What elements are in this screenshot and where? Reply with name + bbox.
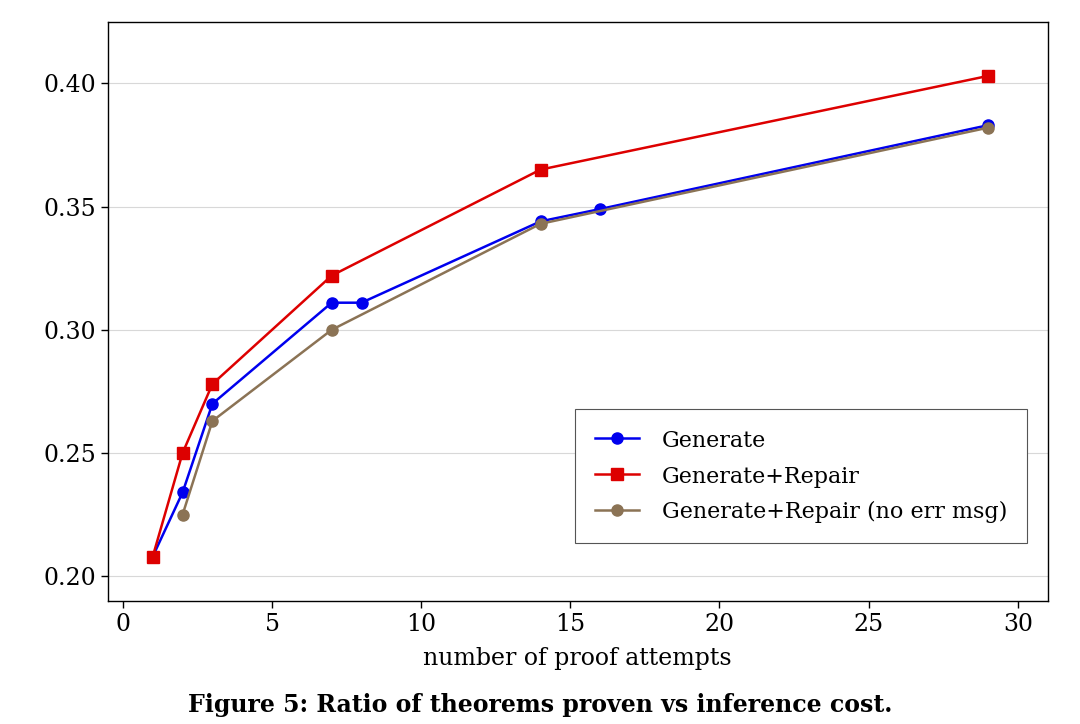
Generate: [206, 400, 219, 408]
X-axis label: number of proof attempts: number of proof attempts: [423, 647, 732, 670]
Generate+Repair: [325, 272, 338, 280]
Generate+Repair: [146, 552, 159, 561]
Generate: [982, 121, 995, 130]
Generate: [355, 298, 368, 307]
Generate+Repair: [176, 449, 189, 458]
Generate+Repair (no err msg): [325, 326, 338, 334]
Generate: [534, 217, 546, 226]
Generate: [594, 205, 607, 214]
Legend: Generate, Generate+Repair, Generate+Repair (no err msg): Generate, Generate+Repair, Generate+Repa…: [575, 409, 1027, 544]
Generate+Repair (no err msg): [206, 416, 219, 425]
Generate: [325, 298, 338, 307]
Line: Generate: Generate: [147, 119, 994, 562]
Generate+Repair: [534, 165, 546, 174]
Generate: [176, 488, 189, 497]
Generate+Repair (no err msg): [534, 219, 546, 228]
Generate+Repair: [206, 379, 219, 388]
Line: Generate+Repair (no err msg): Generate+Repair (no err msg): [177, 122, 994, 521]
Line: Generate+Repair: Generate+Repair: [147, 70, 994, 562]
Generate+Repair: [982, 72, 995, 80]
Text: Figure 5: Ratio of theorems proven vs inference cost.: Figure 5: Ratio of theorems proven vs in…: [188, 693, 892, 717]
Generate: [146, 552, 159, 561]
Generate+Repair (no err msg): [982, 123, 995, 132]
Generate+Repair (no err msg): [176, 510, 189, 519]
